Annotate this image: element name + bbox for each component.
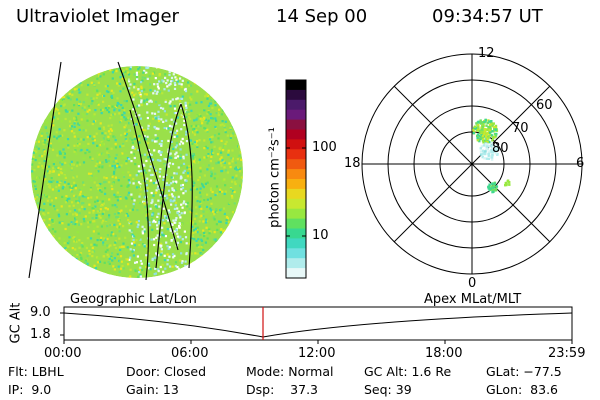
polar-plot — [361, 53, 583, 275]
info-dsp: Dsp: 37.3 — [246, 382, 319, 397]
timeline-left-caption: Geographic Lat/Lon — [70, 292, 197, 307]
instrument-title: Ultraviolet Imager — [16, 6, 179, 27]
polar-ring-label-80: 80 — [492, 141, 509, 156]
altitude-curve — [63, 312, 573, 338]
polar-label-6: 6 — [576, 156, 585, 171]
polar-ring-label-60: 60 — [536, 98, 553, 113]
earth-image-disc — [31, 66, 243, 278]
altitude-plot-frame — [63, 306, 573, 341]
color-bar — [286, 80, 306, 279]
info-gain: Gain: 13 — [126, 382, 179, 397]
info-flt: Flt: LBHL — [8, 364, 64, 379]
info-seq: Seq: 39 — [364, 382, 412, 397]
timeline-y-tick-max: 9.0 — [30, 305, 51, 320]
polar-label-18: 18 — [344, 156, 361, 171]
timeline-ticks — [60, 312, 573, 344]
polar-label-0: 0 — [468, 276, 477, 291]
timeline-y-title: GC Alt — [8, 302, 24, 344]
info-mode: Mode: Normal — [246, 364, 334, 379]
timeline-x-tick-4: 23:59 — [548, 346, 586, 361]
info-glat: GLat: −77.5 — [486, 364, 562, 379]
earth-grid-lines — [28, 61, 193, 281]
color-bar-label-100: 100 — [312, 140, 337, 155]
timeline-x-tick-1: 06:00 — [171, 346, 209, 361]
polar-aurora — [472, 118, 511, 194]
info-glon: GLon: 83.6 — [486, 382, 558, 397]
info-door: Door: Closed — [126, 364, 207, 379]
color-bar-label-10: 10 — [312, 228, 329, 243]
time-label: 09:34:57 UT — [432, 6, 543, 27]
timeline-x-tick-3: 18:00 — [425, 346, 463, 361]
timeline-right-caption: Apex MLat/MLT — [424, 292, 522, 307]
timeline-y-tick-min: 1.8 — [30, 327, 51, 342]
info-ip: IP: 9.0 — [8, 382, 52, 397]
timeline-x-tick-0: 00:00 — [44, 346, 82, 361]
date-label: 14 Sep 00 — [276, 6, 368, 27]
color-bar-unit: photon cm⁻²s⁻¹ — [267, 127, 283, 228]
polar-ring-label-70: 70 — [512, 121, 529, 136]
timeline-x-tick-2: 12:00 — [298, 346, 336, 361]
polar-label-12: 12 — [478, 46, 495, 61]
color-bar-frame — [285, 79, 307, 279]
info-gc-alt: GC Alt: 1.6 Re — [364, 364, 452, 379]
